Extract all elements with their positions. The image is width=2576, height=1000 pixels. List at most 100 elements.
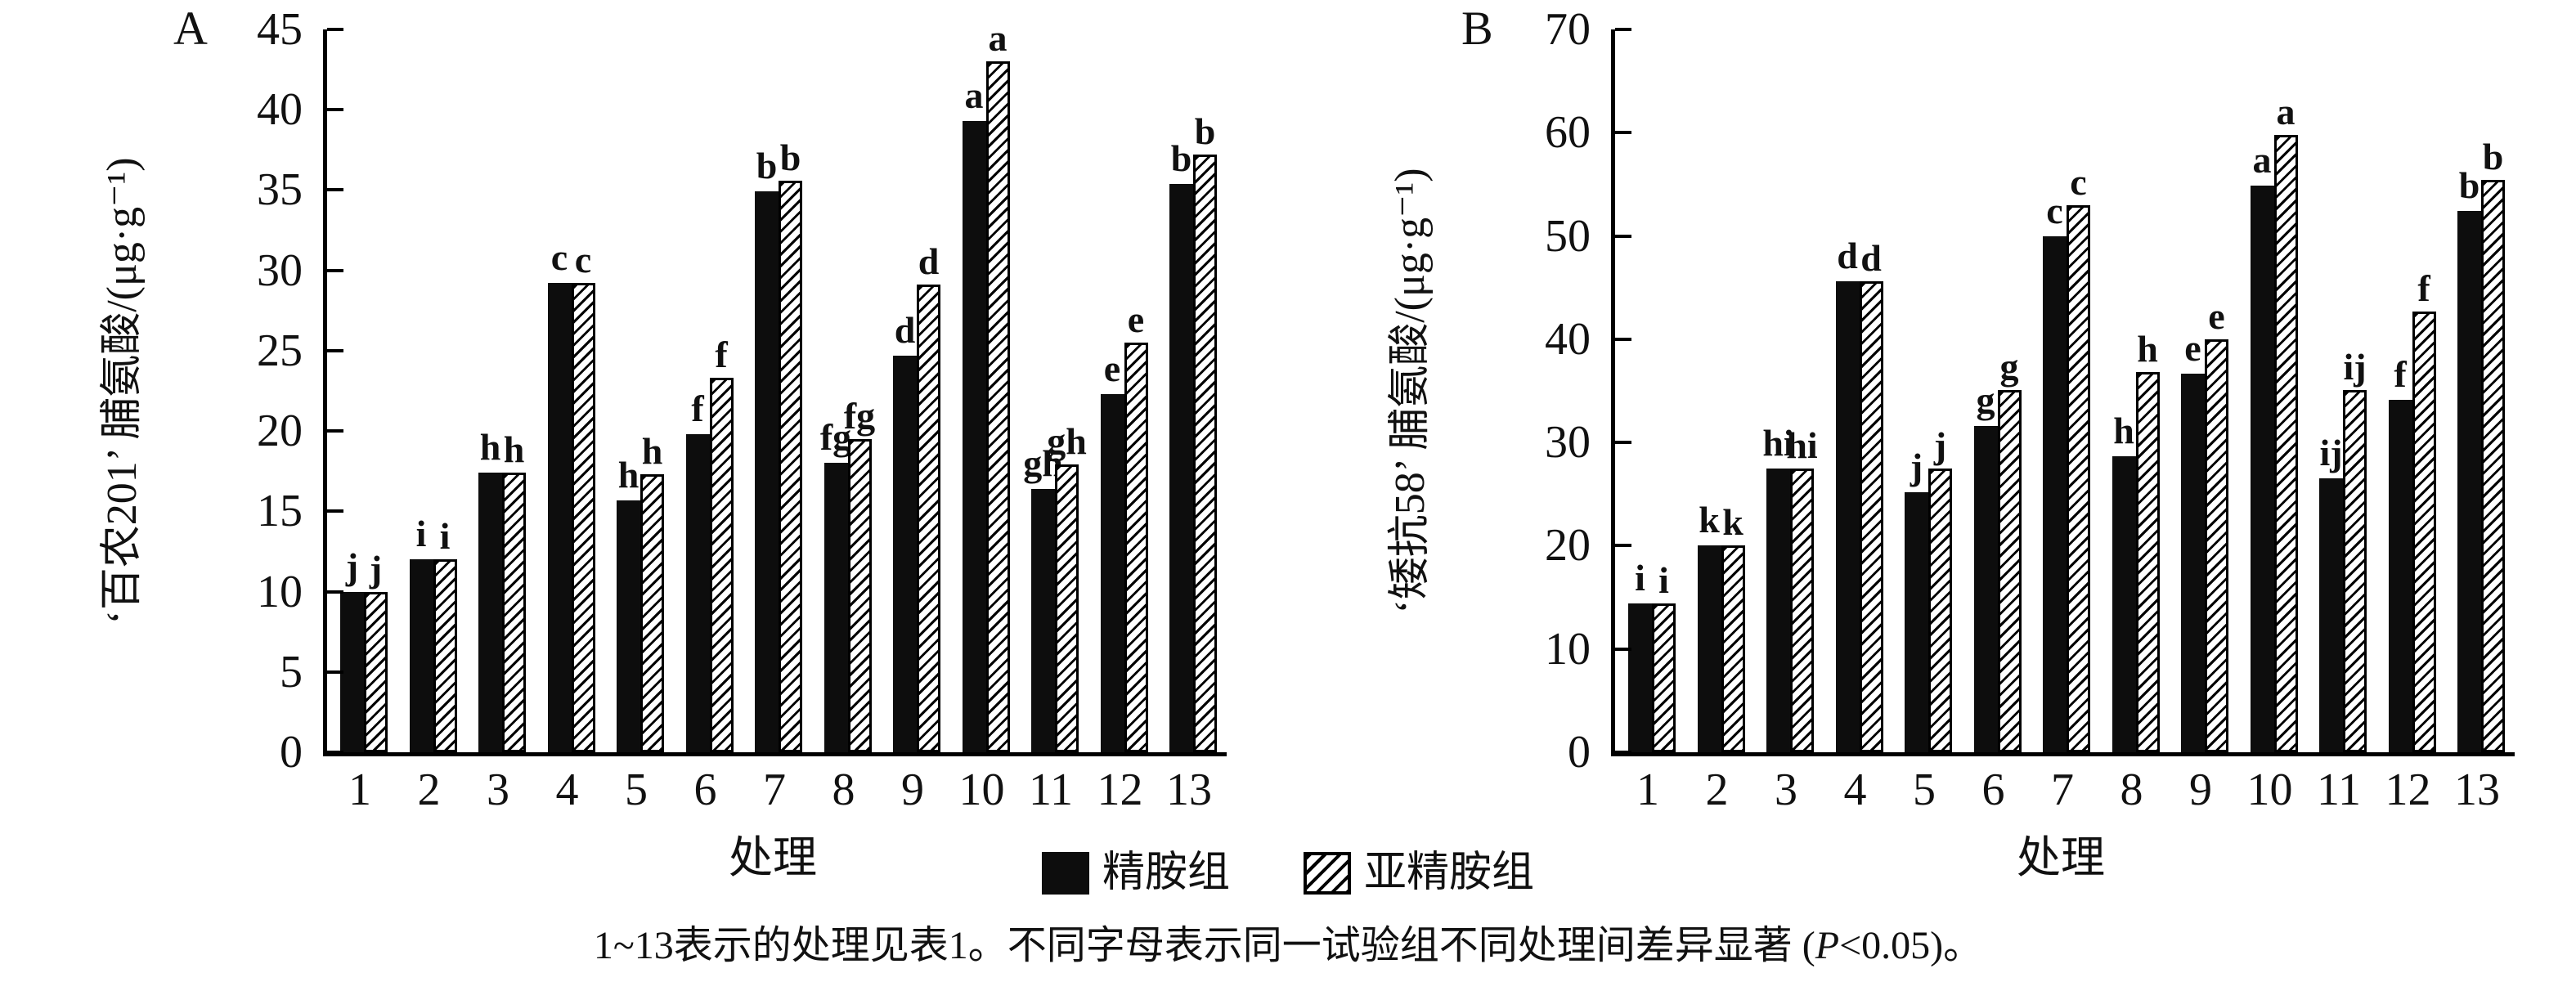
significance-letter: g [1999,345,2019,388]
y-tick-label: 30 [1545,417,1591,469]
significance-letter: k [1722,501,1744,544]
bar-spermine-group: a [2250,141,2274,752]
y-tick-mark [327,429,343,433]
significance-letter: d [894,308,916,351]
significance-letter: ij [2343,345,2367,388]
bar-spermidine-group: e [1124,301,1148,752]
y-tick-mark [1615,131,1631,135]
x-tick-label: 1 [1636,765,1659,815]
significance-letter: k [1699,499,1720,541]
bar-spermidine-group: i [1652,562,1676,752]
y-tick-mark [327,108,343,112]
significance-letter: c [2046,189,2063,231]
bar-spermine-group: hi [1762,424,1794,752]
significance-letter: f [691,388,704,430]
bars-row: i i k k hi hi d d j j g g c c h h e e a a ij ij f f b b [1615,29,2515,752]
y-tick-label: 5 [280,646,303,697]
significance-letter: h [479,426,501,469]
bar-spermidine-group: b [1193,113,1217,752]
bar-spermidine-group: a [985,20,1010,752]
significance-letter: hi [1762,421,1794,464]
bar-spermidine-group: c [2067,163,2090,752]
significance-letter: fg [843,394,876,437]
significance-letter: b [756,145,778,187]
significance-letter: d [1837,235,1858,277]
bar-spermidine-group: g [1997,348,2022,752]
legend-swatch-solid [1041,852,1089,895]
x-tick-label: 1 [348,765,371,815]
y-tick-label: 0 [280,727,303,778]
x-tick-label: 13 [1166,765,1212,815]
significance-letter: ij [2319,432,2343,474]
significance-letter: i [1635,557,1645,599]
significance-letter: f [2394,353,2407,396]
x-tick-label: 12 [2385,765,2431,815]
y-tick-label: 40 [257,84,303,136]
figure-caption: 1~13表示的处理见表1。不同字母表示同一试验组不同处理间差异显著 (P<0.0… [0,922,2576,970]
significance-letter: gh [1047,420,1087,463]
caption-italic-p: P [1815,924,1840,967]
x-tick-label: 10 [958,765,1005,815]
x-tick-label: 3 [487,765,509,815]
bar-spermine-group: c [2043,191,2067,752]
significance-letter: e [2208,294,2225,337]
y-tick-label: 50 [1545,210,1591,262]
caption-text-suffix: <0.05)。 [1839,924,1983,967]
x-tick-label: 5 [1913,765,1936,815]
significance-letter: b [779,136,801,178]
bar-spermidine-group: a [2273,92,2298,752]
bar-spermine-group: e [1100,349,1124,752]
y-axis-title-b: ‘矮抗58’ 脯氨酸/(μg·g⁻¹) [1387,168,1434,614]
bar-spermine-group: j [1905,447,1928,752]
y-tick-mark [327,670,343,674]
y-tick-label: 30 [257,244,303,296]
bar-spermine-group: g [1973,381,1998,752]
significance-letter: b [2458,164,2480,207]
bar-spermine-group: b [755,147,779,752]
significance-letter: a [2276,90,2296,132]
significance-letter: d [1860,237,1882,280]
significance-letter: h [641,430,663,473]
significance-letter: g [1976,379,1995,421]
significance-letter: c [2070,160,2087,203]
legend-label-spermine: 精胺组 [1102,850,1230,896]
significance-letter: fg [819,416,852,459]
significance-letter: e [1103,347,1121,389]
significance-letter: j [369,547,383,590]
bar-spermine-group: e [2181,329,2205,752]
bar-spermine-group: h [478,428,502,752]
chart-panel-a: A ‘百农201’ 脯氨酸/(μg·g⁻¹) j j i i h h c c h h f f b b fg f… [99,2,1227,880]
panel-label-a: A [173,2,208,55]
plot-area: j j i i h h c c h h f f b b fg fg d d a a gh gh e e b b 0 5 10 15 20 2… [257,7,1227,775]
y-tick-mark [327,509,343,513]
bar-spermine-group: a [962,77,986,752]
x-axis-title-b: 处理 [2017,833,2105,882]
bar-spermine-group: ij [2319,434,2343,752]
legend-label-spermidine: 亚精胺组 [1364,850,1535,896]
bar-spermine-group: b [1169,139,1193,752]
x-tick-label: 6 [1981,765,2005,815]
y-tick-mark [327,268,343,272]
significance-letter: h [2137,328,2158,370]
bar-spermidine-group: hi [1786,426,1818,752]
bar-spermine-group: i [1628,559,1652,752]
panel-label-b: B [1461,2,1493,55]
chart-panel-b: B ‘矮抗58’ 脯氨酸/(μg·g⁻¹) i i k k hi hi d d j j g g c c h h… [1288,0,2576,1000]
legend: 精胺组 亚精胺组 [1041,850,1535,896]
x-tick-label: 13 [2454,765,2500,815]
significance-letter: j [1933,424,1947,466]
bar-spermidine-group: b [779,138,802,752]
y-tick-label: 20 [1545,520,1591,572]
y-tick-mark [1615,337,1631,341]
bar-spermine-group: fg [820,419,851,752]
bar-spermidine-group: j [364,549,388,752]
legend-swatch-hatched [1304,852,1351,895]
